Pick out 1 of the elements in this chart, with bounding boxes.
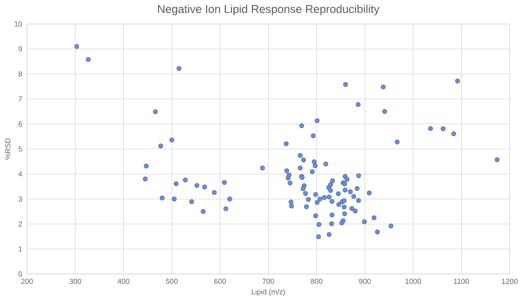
chart-title: Negative Ion Lipid Response Reproducibility: [158, 4, 380, 16]
